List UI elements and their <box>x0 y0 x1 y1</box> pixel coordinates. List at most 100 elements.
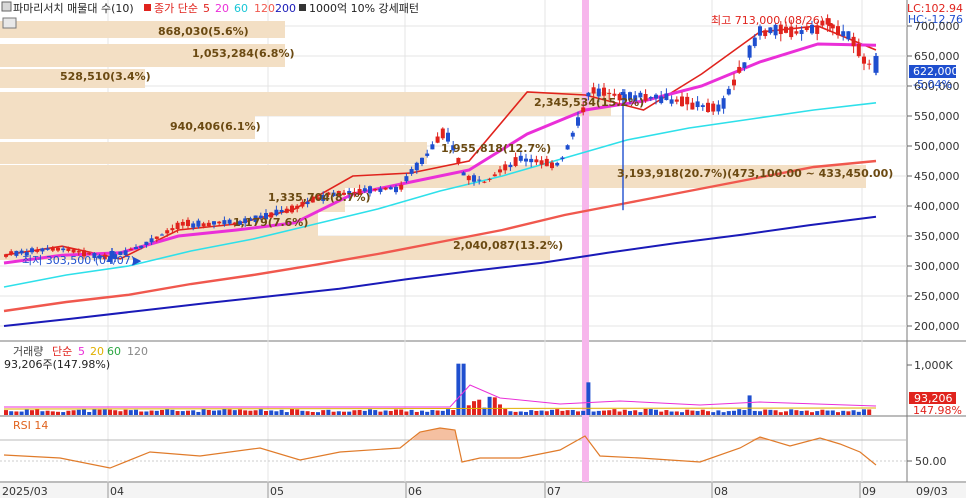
volume-bar <box>102 409 107 415</box>
volume-bar <box>342 411 346 415</box>
volume-bar <box>352 410 357 415</box>
volume-bar <box>576 411 580 415</box>
volume-profile-label: 3,193,918(20.7%)(473,100.00 ~ 433,450.00… <box>617 167 893 180</box>
candle-body <box>227 219 232 224</box>
volume-bar <box>253 410 258 415</box>
candle-body <box>40 248 45 252</box>
volume-bar <box>258 409 263 415</box>
volume-bar <box>336 411 341 415</box>
volume-bar <box>123 409 128 415</box>
volume-profile-label: 1,955,818(12.7%) <box>441 142 551 155</box>
candle-body <box>409 169 414 174</box>
candle-body <box>856 44 861 57</box>
volume-bar <box>529 410 534 415</box>
candle-key-body <box>620 92 626 95</box>
volume-profile-label: 2,040,087(13.2%) <box>453 239 563 252</box>
volume-bar <box>482 407 487 415</box>
volume-bar <box>45 410 50 415</box>
price-tick-label: 250,000 <box>914 290 960 303</box>
volume-bar <box>851 410 856 415</box>
collapse-icon[interactable] <box>1 1 12 12</box>
volume-ma120: 120 <box>127 345 148 358</box>
volume-bar <box>19 411 24 415</box>
volume-bar <box>622 409 627 415</box>
legend-ma60: 60 <box>234 2 248 15</box>
candle-body <box>825 18 830 25</box>
volume-bar <box>700 409 705 415</box>
candle-body <box>565 145 570 150</box>
volume-box-value: 93,206 <box>914 392 953 405</box>
volume-bar <box>373 410 378 415</box>
candle-body <box>440 128 445 139</box>
candle-body <box>742 62 747 68</box>
ma-line-2 <box>3 102 877 288</box>
candle-body <box>711 103 716 112</box>
candle-body <box>752 37 757 47</box>
volume-axis-tick: 1,000K <box>914 359 953 372</box>
volume-bar <box>789 409 794 415</box>
volume-bar <box>768 409 773 415</box>
candle-body <box>357 188 362 195</box>
candle-body <box>737 66 742 73</box>
candle-key-body <box>873 56 879 73</box>
candle-body <box>326 192 331 195</box>
price-tick-label: 700,000 <box>914 20 960 33</box>
candle-body <box>368 186 372 194</box>
candle-body <box>206 222 211 227</box>
volume-bar <box>477 399 482 415</box>
volume-bar <box>815 411 820 415</box>
volume-bar <box>726 411 731 415</box>
volume-bar <box>607 410 612 415</box>
candle-body <box>451 145 456 151</box>
candle-body <box>498 169 502 173</box>
candle-body <box>160 234 164 236</box>
hc-readout: HC:-12.76 <box>908 13 963 26</box>
candle-body <box>461 172 466 176</box>
price-tick-label: 350,000 <box>914 230 960 243</box>
volume-bar <box>399 409 404 415</box>
volume-profile-band <box>0 142 427 164</box>
volume-bar <box>550 409 554 415</box>
volume-bar <box>654 409 658 415</box>
candle-body <box>61 248 66 251</box>
candle-body <box>680 96 684 107</box>
volume-bar <box>227 409 232 415</box>
candle-body <box>175 222 180 230</box>
volume-bar <box>113 410 118 415</box>
candle-body <box>362 188 367 192</box>
volume-bar <box>186 410 190 415</box>
candle-body <box>669 99 674 104</box>
volume-bar <box>274 411 279 415</box>
volume-bar <box>534 411 539 415</box>
candle-body <box>316 197 320 201</box>
volume-bar <box>804 410 809 415</box>
volume-bar <box>659 411 664 415</box>
volume-bar <box>238 409 242 415</box>
candle-body <box>576 117 580 126</box>
candle-body <box>212 221 216 225</box>
candle-body <box>695 101 700 108</box>
volume-bar <box>139 411 144 415</box>
candle-body <box>170 228 175 231</box>
candle-body <box>596 88 601 97</box>
volume-bar <box>570 409 575 415</box>
legend-swatch-ma <box>144 4 151 11</box>
volume-profile-band <box>0 92 611 116</box>
candle-body <box>394 186 398 193</box>
candle-body <box>456 157 461 163</box>
x-axis-label: 08 <box>714 485 728 498</box>
volume-bar <box>690 410 695 415</box>
candle-body <box>113 254 118 259</box>
volume-bar <box>773 410 778 415</box>
candle-body <box>659 96 664 104</box>
volume-bar <box>9 411 14 415</box>
grid-icon[interactable] <box>2 17 17 29</box>
volume-bar <box>732 410 736 415</box>
candle-body <box>243 218 248 224</box>
volume-bar <box>50 411 55 415</box>
volume-bar <box>539 410 544 415</box>
volume-bar <box>404 411 409 415</box>
volume-bar <box>643 408 648 415</box>
candle-body <box>300 202 305 207</box>
